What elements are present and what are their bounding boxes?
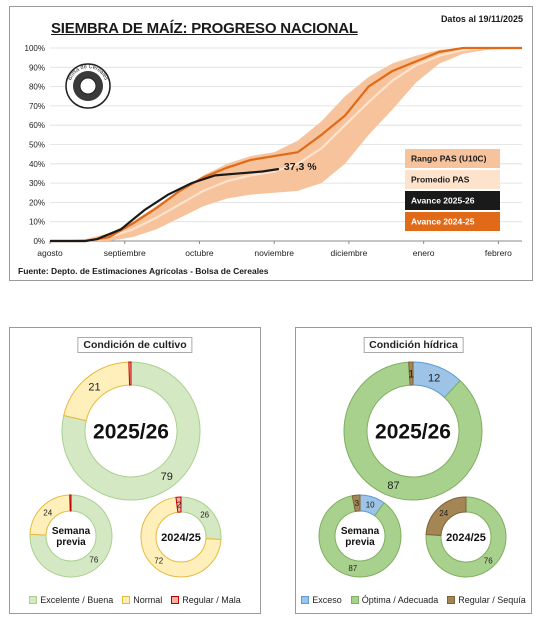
cc-last-value-label: 2 — [177, 500, 182, 509]
wc-prev-center-label: previa — [345, 537, 375, 548]
legend-previous-box — [405, 212, 500, 231]
y-tick-label: 20% — [29, 198, 45, 207]
cc-prev-center-label: Semana — [52, 526, 91, 537]
wc-main-value-label: 12 — [428, 372, 440, 384]
wc-last-center-label: 2024/25 — [446, 532, 486, 544]
wc-main-value-label: 87 — [387, 480, 399, 492]
data-date: Datos al 19/11/2025 — [440, 14, 523, 24]
y-tick-label: 0% — [33, 237, 45, 246]
water-condition-legend: Exceso Óptima / Adecuada Regular / Sequí… — [296, 595, 531, 605]
cc-prev-slice — [29, 494, 113, 578]
y-tick-label: 80% — [29, 83, 45, 92]
progress-line-chart: 0% 10% 20% 30% 40% 50% 60% 70% 80% 90% 100% agosto s… — [25, 44, 522, 258]
cc-last-slice — [140, 496, 222, 578]
cc-main-value-label: 79 — [161, 471, 173, 483]
current-progress-label: 37,3 % — [284, 161, 317, 173]
x-tick-label: noviembre — [254, 248, 294, 258]
cc-prev-value-label: 24 — [43, 508, 52, 517]
x-tick-label: enero — [413, 248, 435, 258]
cc-main-center-label: 2025/26 — [93, 420, 169, 443]
wc-prev-value-label: 10 — [366, 500, 375, 509]
wc-prev-value-label: 3 — [355, 499, 360, 508]
cc-last-slice — [175, 496, 182, 513]
previous-season-line — [50, 46, 522, 243]
planting-progress-panel: SIEMBRA DE MAÍZ: PROGRESO NACIONAL Datos… — [9, 6, 533, 281]
wc-last-slice — [425, 496, 467, 536]
wc-main-center-label: 2025/26 — [375, 420, 451, 443]
legend-current-label: Avance 2025-26 — [411, 196, 475, 206]
y-tick-label: 90% — [29, 63, 45, 72]
wc-prev-value-label: 87 — [348, 564, 357, 573]
y-tick-label: 40% — [29, 160, 45, 169]
water-condition-panel: Condición hídrica 12 87 1 2025/26 10 87 3 Seman… — [295, 327, 532, 614]
cc-main-slice — [128, 361, 132, 386]
wc-last-value-label: 76 — [484, 556, 493, 565]
x-tick-label: septiembre — [104, 248, 146, 258]
legend-item-optima: Óptima / Adecuada — [350, 595, 438, 605]
x-tick-label: febrero — [485, 248, 512, 258]
cc-main-value-label: 21 — [88, 381, 100, 393]
y-tick-label: 70% — [29, 102, 45, 111]
current-season-line — [50, 167, 280, 243]
wc-last-value-label: 24 — [439, 509, 448, 518]
y-tick-label: 50% — [29, 141, 45, 150]
crop-condition-title: Condición de cultivo — [77, 337, 193, 353]
logo-center — [79, 77, 97, 95]
crop-condition-legend: Excelente / Buena Normal Regular / Mala — [10, 595, 260, 605]
wc-main-slice — [343, 361, 483, 501]
wc-last-slice — [425, 496, 507, 578]
y-tick-label: 30% — [29, 179, 45, 188]
wc-prev-center-label: Semana — [341, 526, 380, 537]
wc-prev-slice — [318, 495, 402, 578]
range-band — [50, 48, 522, 241]
average-line — [50, 46, 522, 243]
bolsa-logo: Bolsa de Cereales — [65, 63, 111, 109]
legend-previous-label: Avance 2024-25 — [411, 217, 475, 227]
legend-item-excelente: Excelente / Buena — [29, 595, 113, 605]
legend-current-box — [405, 191, 500, 210]
wc-main-value-label: 1 — [408, 368, 414, 380]
legend-average-box — [405, 170, 500, 189]
cc-last-value-label: 72 — [154, 556, 163, 565]
x-tick-label: agosto — [37, 248, 63, 258]
cc-last-value-label: 26 — [200, 511, 209, 520]
crop-condition-panel: Condición de cultivo 79 21 2025/26 76 24 Sema… — [9, 327, 261, 614]
y-tick-label: 100% — [25, 44, 45, 53]
legend-average-label: Promedio PAS — [411, 175, 470, 185]
cc-last-center-label: 2024/25 — [161, 532, 201, 544]
legend-item-normal: Normal — [122, 595, 162, 605]
cc-prev-center-label: previa — [56, 537, 86, 548]
wc-main-slice — [408, 361, 414, 386]
x-tick-label: octubre — [185, 248, 214, 258]
legend-range-box — [405, 149, 500, 168]
legend-range-label: Rango PAS (U10C) — [411, 154, 487, 164]
cc-prev-value-label: 76 — [89, 556, 98, 565]
wc-prev-slice — [351, 494, 361, 513]
y-tick-label: 10% — [29, 218, 45, 227]
source-note: Fuente: Depto. de Estimaciones Agrícolas… — [18, 266, 269, 276]
legend-item-regular: Regular / Mala — [171, 595, 241, 605]
water-condition-donuts: 128712025/2610873Semanaprevia076242024/2… — [318, 361, 507, 578]
x-tick-label: diciembre — [331, 248, 368, 258]
chart-title: SIEMBRA DE MAÍZ: PROGRESO NACIONAL — [51, 20, 358, 37]
cc-main-slice — [61, 361, 201, 501]
y-tick-label: 60% — [29, 121, 45, 130]
legend-item-exceso: Exceso — [301, 595, 342, 605]
legend-item-sequia: Regular / Sequía — [447, 595, 526, 605]
cc-prev-slice — [69, 494, 72, 512]
water-condition-title: Condición hídrica — [363, 337, 464, 353]
